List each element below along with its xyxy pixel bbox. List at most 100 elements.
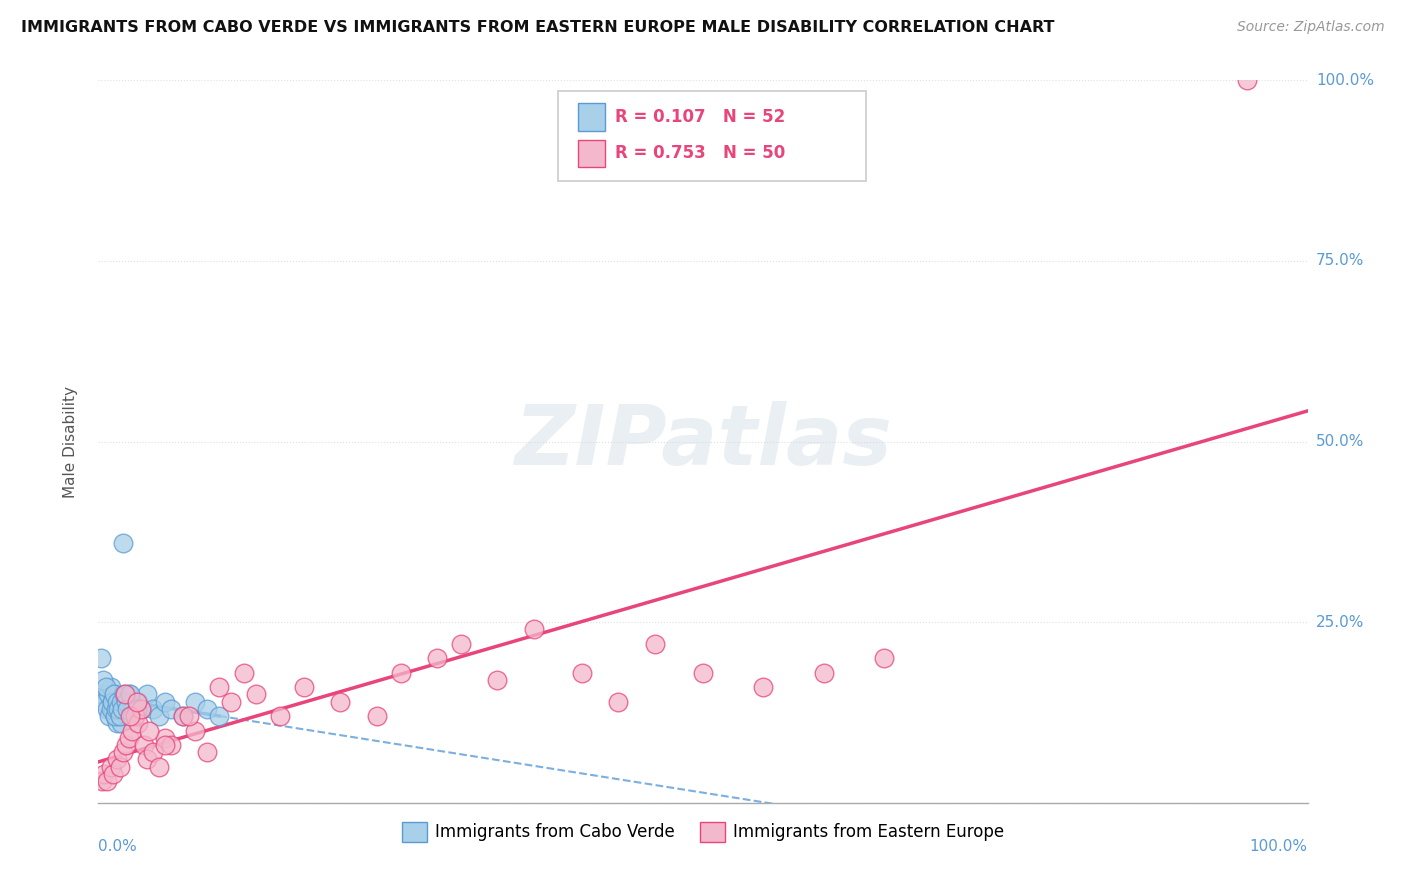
Y-axis label: Male Disability: Male Disability	[63, 385, 77, 498]
Point	[208, 709, 231, 723]
Point	[118, 731, 141, 745]
Point	[107, 695, 129, 709]
Text: 100.0%: 100.0%	[1316, 73, 1374, 87]
Text: 75.0%: 75.0%	[1316, 253, 1364, 268]
Point	[105, 695, 128, 709]
Point	[366, 709, 388, 723]
Text: 100.0%: 100.0%	[1250, 838, 1308, 854]
Point	[98, 709, 121, 723]
Bar	[578, 139, 605, 167]
Point	[114, 687, 136, 701]
Point	[142, 745, 165, 759]
Point	[111, 702, 134, 716]
Point	[114, 702, 136, 716]
Point	[184, 723, 207, 738]
Point	[111, 535, 134, 549]
Text: 25.0%: 25.0%	[1316, 615, 1364, 630]
Point	[105, 752, 128, 766]
Point	[138, 723, 160, 738]
Point	[115, 738, 138, 752]
FancyBboxPatch shape	[558, 91, 866, 181]
Point	[101, 702, 124, 716]
Point	[486, 673, 509, 687]
Point	[117, 702, 139, 716]
Point	[90, 651, 112, 665]
Point	[127, 716, 149, 731]
Point	[100, 680, 122, 694]
Point	[97, 687, 120, 701]
Point	[124, 709, 146, 723]
Point	[101, 767, 124, 781]
Point	[118, 709, 141, 723]
Text: R = 0.107   N = 52: R = 0.107 N = 52	[614, 108, 785, 126]
Point	[94, 680, 117, 694]
Point	[221, 695, 243, 709]
Point	[91, 774, 114, 789]
Point	[115, 709, 138, 723]
Text: Source: ZipAtlas.com: Source: ZipAtlas.com	[1237, 20, 1385, 34]
Point	[103, 687, 125, 701]
Point	[329, 695, 352, 709]
Point	[1236, 73, 1258, 87]
Point	[96, 702, 118, 716]
Point	[127, 695, 149, 709]
Point	[103, 687, 125, 701]
Point	[135, 752, 157, 766]
Point	[153, 731, 176, 745]
Point	[179, 709, 201, 723]
Point	[110, 716, 132, 731]
Point	[523, 623, 546, 637]
Point	[389, 665, 412, 680]
Point	[153, 738, 176, 752]
Point	[142, 702, 165, 716]
Point	[112, 687, 135, 701]
Point	[100, 760, 122, 774]
Point	[134, 738, 156, 752]
Point	[127, 695, 149, 709]
Point	[292, 680, 315, 694]
Point	[111, 745, 134, 759]
Point	[108, 702, 131, 716]
Point	[114, 695, 136, 709]
Point	[148, 760, 170, 774]
Point	[873, 651, 896, 665]
Point	[450, 637, 472, 651]
Point	[160, 738, 183, 752]
Text: IMMIGRANTS FROM CABO VERDE VS IMMIGRANTS FROM EASTERN EUROPE MALE DISABILITY COR: IMMIGRANTS FROM CABO VERDE VS IMMIGRANTS…	[21, 20, 1054, 35]
Point	[129, 702, 152, 716]
Point	[100, 702, 122, 716]
Point	[107, 702, 129, 716]
Point	[571, 665, 593, 680]
Point	[184, 695, 207, 709]
Point	[172, 709, 194, 723]
Point	[607, 695, 630, 709]
Point	[93, 767, 115, 781]
Point	[195, 745, 218, 759]
Point	[153, 695, 176, 709]
Point	[105, 716, 128, 731]
Point	[148, 709, 170, 723]
Legend: Immigrants from Cabo Verde, Immigrants from Eastern Europe: Immigrants from Cabo Verde, Immigrants f…	[395, 815, 1011, 848]
Point	[104, 702, 127, 716]
Text: R = 0.753   N = 50: R = 0.753 N = 50	[614, 145, 785, 162]
Point	[101, 695, 124, 709]
Point	[269, 709, 291, 723]
Text: 50.0%: 50.0%	[1316, 434, 1364, 449]
Point	[108, 760, 131, 774]
Point	[127, 702, 149, 716]
Point	[96, 774, 118, 789]
Point	[195, 702, 218, 716]
Point	[426, 651, 449, 665]
Point	[752, 680, 775, 694]
Point	[172, 709, 194, 723]
Point	[131, 702, 153, 716]
Point	[104, 709, 127, 723]
Point	[232, 665, 254, 680]
Point	[135, 687, 157, 701]
Point	[108, 709, 131, 723]
Point	[160, 702, 183, 716]
Bar	[578, 103, 605, 131]
Point	[120, 702, 142, 716]
Point	[118, 687, 141, 701]
Point	[121, 709, 143, 723]
